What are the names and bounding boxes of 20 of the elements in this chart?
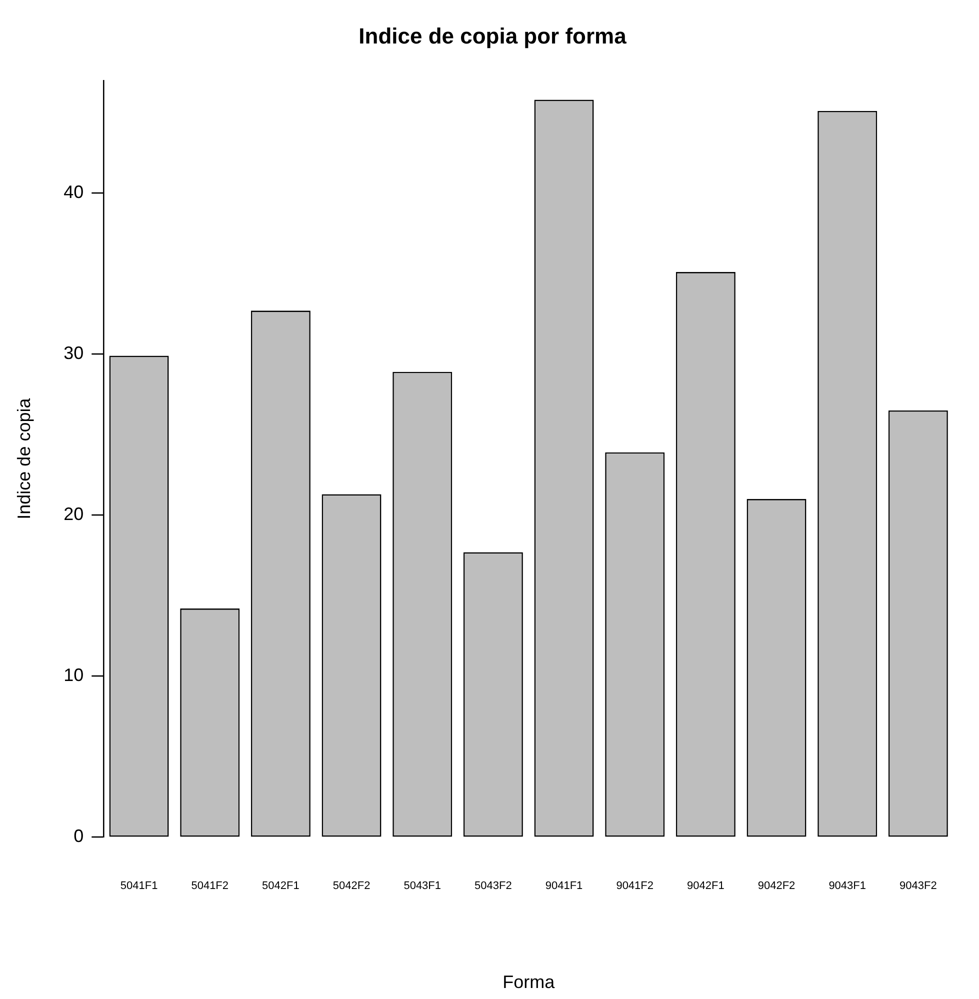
y-tick-label: 0 <box>74 826 84 846</box>
y-tick-label: 10 <box>64 665 84 686</box>
x-tick-label: 9041F2 <box>616 880 654 892</box>
x-tick-label: 5041F2 <box>191 880 229 892</box>
chart-title: Indice de copia por forma <box>358 23 628 48</box>
y-tick-label: 20 <box>64 504 84 524</box>
x-tick-label: 5043F1 <box>404 880 442 892</box>
x-tick-label: 5041F1 <box>120 880 158 892</box>
x-tick-label: 5042F2 <box>332 880 370 892</box>
y-axis-title: Indice de copia <box>14 397 34 520</box>
x-tick-label: 9041F1 <box>545 880 583 892</box>
x-tick-label: 9043F1 <box>828 880 866 892</box>
x-tick-label: 5042F1 <box>262 880 300 892</box>
y-tick-label: 40 <box>64 182 84 202</box>
x-tick-label: 9043F2 <box>900 880 937 892</box>
x-tick-label: 9042F2 <box>758 880 796 892</box>
x-axis-title: Forma <box>502 972 556 992</box>
x-tick-label: 9042F1 <box>687 880 724 892</box>
x-tick-label: 5043F2 <box>474 880 512 892</box>
y-tick-label: 30 <box>64 343 84 364</box>
